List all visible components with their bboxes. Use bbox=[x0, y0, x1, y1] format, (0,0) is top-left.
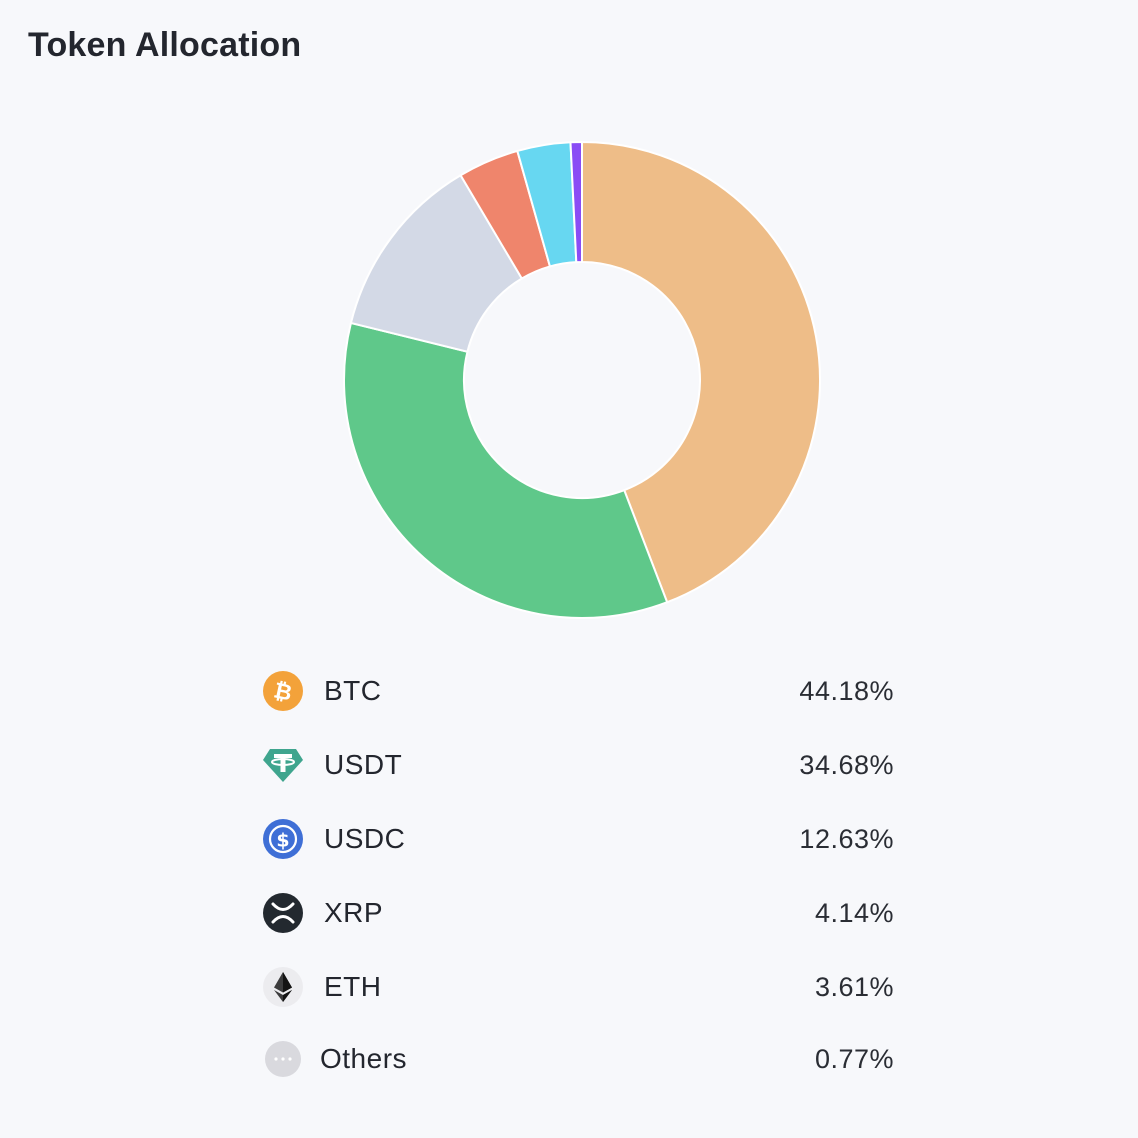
usdt-icon bbox=[262, 744, 304, 786]
legend-item-usdc: $ USDC 12.63% bbox=[262, 802, 894, 876]
svg-text:₿: ₿ bbox=[271, 678, 294, 706]
legend-value: 44.18% bbox=[799, 675, 894, 706]
slice-others[interactable] bbox=[569, 140, 583, 264]
legend-item-xrp: XRP 4.14% bbox=[262, 876, 894, 950]
legend-label: USDT bbox=[324, 749, 403, 780]
chart-title: Token Allocation bbox=[28, 26, 302, 64]
legend-label: ETH bbox=[324, 971, 382, 1002]
legend-item-usdt: USDT 34.68% bbox=[262, 728, 894, 802]
legend-label: USDC bbox=[324, 823, 406, 854]
legend-item-btc: ₿ BTC 44.18% bbox=[262, 654, 894, 728]
legend-item-others: Others 0.77% bbox=[262, 1024, 894, 1094]
legend-label: Others bbox=[320, 1043, 408, 1074]
others-icon bbox=[262, 1038, 304, 1080]
legend-value: 3.61% bbox=[814, 971, 894, 1002]
legend: ₿ BTC 44.18% USDT 34.68% bbox=[262, 654, 894, 1094]
legend-value: 4.14% bbox=[814, 897, 894, 928]
legend-value: 0.77% bbox=[814, 1043, 894, 1074]
usdc-icon: $ bbox=[262, 818, 304, 860]
btc-icon: ₿ bbox=[262, 670, 304, 712]
legend-label: XRP bbox=[324, 897, 384, 928]
legend-item-eth: ETH 3.61% bbox=[262, 950, 894, 1024]
slice-usdt[interactable] bbox=[343, 321, 669, 619]
eth-icon bbox=[262, 966, 304, 1008]
legend-label: BTC bbox=[324, 675, 382, 706]
legend-value: 12.63% bbox=[799, 823, 894, 854]
legend-value: 34.68% bbox=[799, 749, 894, 780]
svg-text:$: $ bbox=[276, 830, 289, 852]
xrp-icon bbox=[262, 892, 304, 934]
slice-btc[interactable] bbox=[581, 140, 821, 604]
